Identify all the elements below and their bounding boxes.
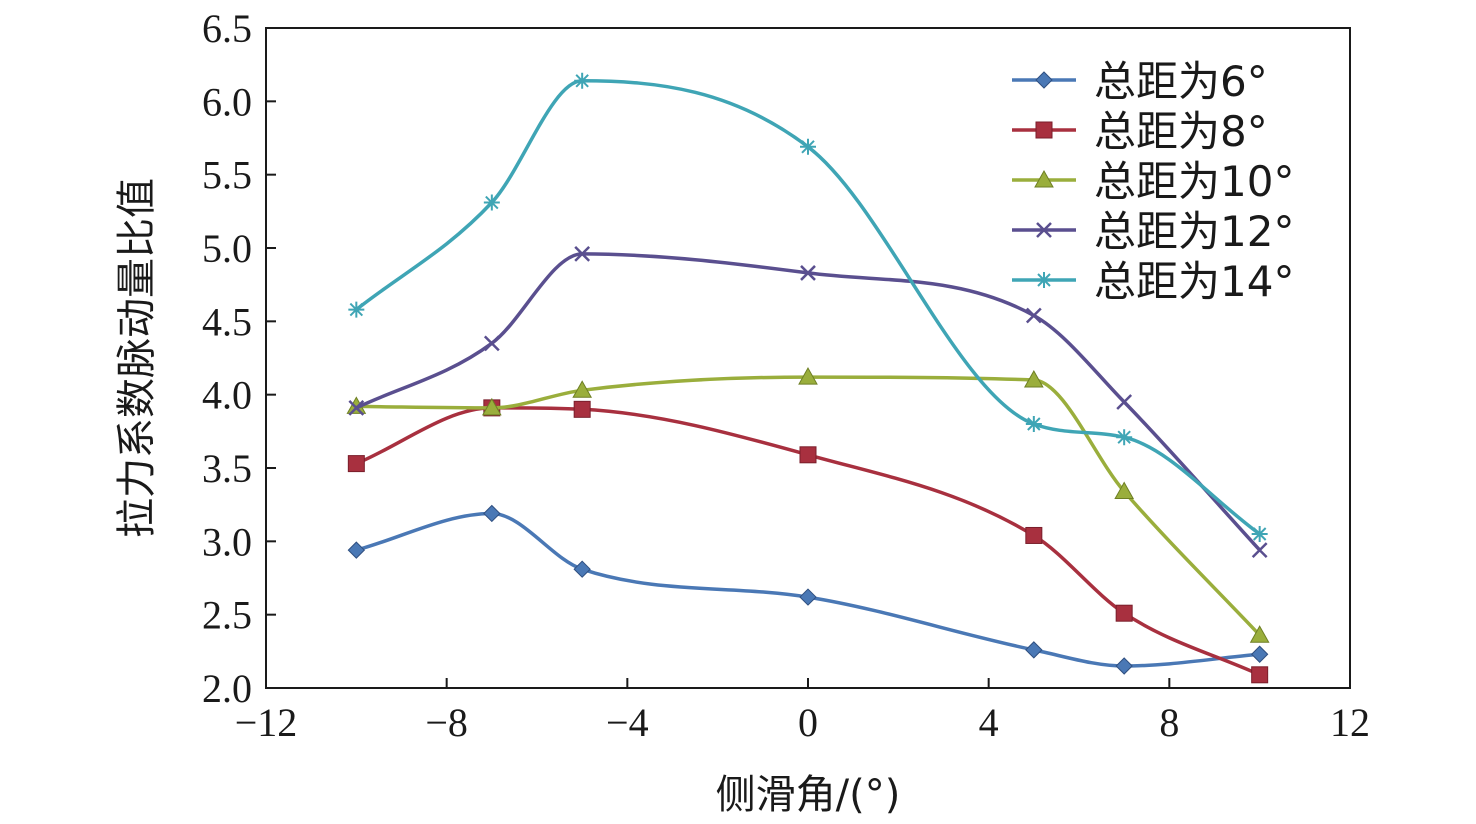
y-tick-label: 3.5	[202, 446, 252, 491]
legend-item: 总距为8°	[1012, 107, 1268, 156]
x-tick-label: 12	[1330, 700, 1370, 745]
data-point	[1115, 657, 1133, 675]
data-point	[573, 560, 591, 578]
legend-marker	[1034, 169, 1054, 188]
data-point	[1249, 625, 1270, 643]
legend-item: 总距为6°	[1012, 57, 1268, 106]
series-5	[348, 72, 1268, 542]
y-tick-label: 6.5	[202, 6, 252, 51]
data-point	[1115, 604, 1133, 622]
y-tick-label: 5.5	[202, 153, 252, 198]
series-3	[346, 367, 1270, 643]
axis-ticks	[265, 27, 1351, 689]
data-point	[348, 301, 365, 318]
legend-label: 总距为12°	[1094, 207, 1294, 256]
data-point	[1250, 645, 1269, 663]
legend-item: 总距为14°	[1012, 257, 1294, 306]
data-point	[1251, 526, 1268, 542]
data-point	[800, 265, 816, 281]
data-point	[1251, 542, 1268, 559]
legend-marker	[1035, 71, 1053, 89]
data-point	[800, 138, 816, 155]
data-point	[347, 541, 366, 559]
y-tick-label: 2.0	[202, 666, 252, 711]
data-point	[483, 335, 500, 352]
data-point	[483, 194, 500, 211]
legend-label: 总距为14°	[1094, 257, 1294, 306]
x-tick-label: 4	[979, 700, 999, 745]
x-tick-labels: −12 −8 −4 0 4 8 12	[235, 700, 1370, 745]
data-point	[1025, 641, 1043, 659]
data-point	[574, 245, 591, 262]
x-tick-label: 8	[1159, 700, 1179, 745]
data-point	[799, 588, 817, 606]
legend-item: 总距为12°	[1012, 207, 1294, 256]
data-point	[574, 72, 591, 89]
data-point	[1025, 416, 1042, 432]
y-tick-label: 5.0	[202, 226, 252, 271]
y-tick-label: 6.0	[202, 79, 252, 124]
data-point	[1114, 481, 1135, 499]
data-point	[573, 400, 591, 418]
x-tick-label: −4	[606, 700, 649, 745]
data-point	[1116, 429, 1133, 446]
data-point	[799, 446, 817, 464]
data-point	[1025, 526, 1043, 544]
legend-label: 总距为8°	[1094, 107, 1268, 156]
series-1	[347, 504, 1269, 675]
x-tick-label: −8	[425, 700, 468, 745]
data-point	[1251, 666, 1269, 684]
series-4	[348, 245, 1268, 559]
data-point	[347, 455, 365, 473]
x-axis-label: 侧滑角/(°)	[716, 772, 901, 818]
legend-item: 总距为10°	[1012, 157, 1294, 206]
legend-label: 总距为10°	[1094, 157, 1294, 206]
data-point	[1023, 369, 1044, 388]
y-axis-label: 拉力系数脉动量比值	[114, 178, 160, 538]
y-tick-label: 4.5	[202, 299, 252, 344]
data-point	[572, 380, 593, 398]
legend-label: 总距为6°	[1094, 57, 1268, 106]
x-tick-label: 0	[798, 700, 818, 745]
legend-marker	[1035, 121, 1053, 139]
data-point	[1025, 307, 1042, 324]
data-point	[481, 397, 502, 416]
y-tick-labels: 2.0 2.5 3.0 3.5 4.0 4.5 5.0 5.5 6.0 6.5	[202, 6, 252, 711]
data-point	[1116, 394, 1133, 410]
x-tick-label: −12	[235, 700, 298, 745]
data-point	[348, 399, 365, 416]
data-point	[798, 367, 818, 385]
legend: 总距为6°总距为8°总距为10°总距为12°总距为14°	[1012, 57, 1294, 306]
y-tick-label: 2.5	[202, 593, 252, 638]
legend-marker	[1036, 272, 1052, 288]
series-layer	[346, 72, 1270, 684]
legend-marker	[1036, 222, 1052, 238]
y-tick-label: 3.0	[202, 519, 252, 564]
data-point	[483, 504, 501, 523]
y-tick-label: 4.0	[202, 373, 252, 418]
